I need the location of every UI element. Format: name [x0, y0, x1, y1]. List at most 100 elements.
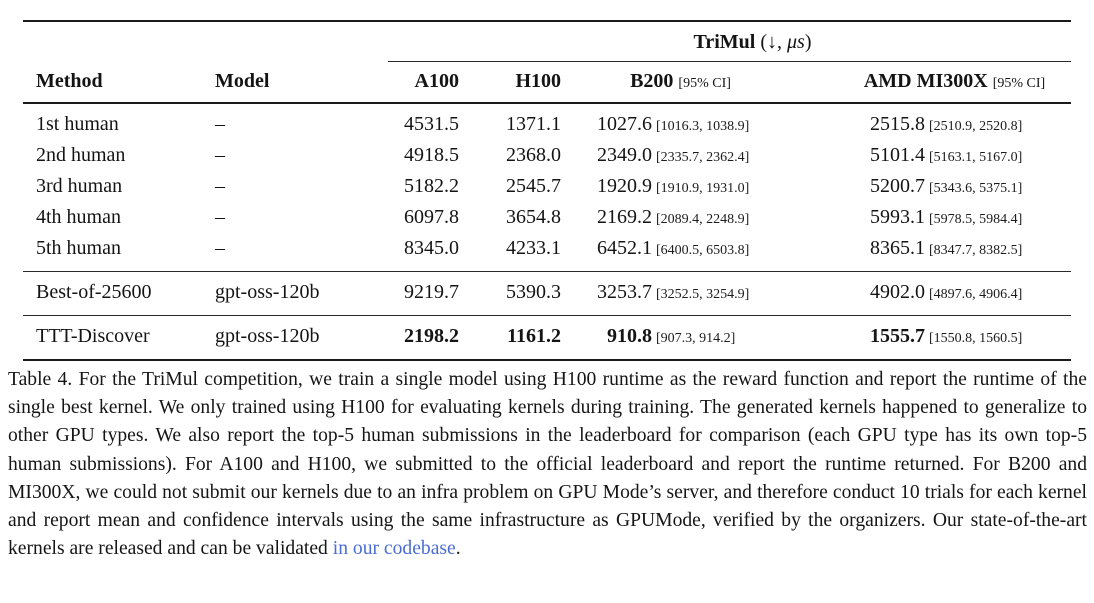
b200-cell: 2169.2 [2089.4, 2248.9]: [585, 203, 838, 234]
a100-value: 9219.7: [365, 271, 485, 316]
mi300x-ci: [5163.1, 5167.0]: [929, 150, 1023, 165]
h100-value: 1371.1: [506, 113, 561, 135]
b200-ci: [1910.9, 1931.0]: [656, 181, 750, 196]
model-cell: –: [215, 237, 225, 259]
method-cell: 5th human: [36, 237, 121, 259]
h100-value: 2545.7: [506, 175, 561, 197]
col-header-b200: B200 [95% CI]: [585, 62, 838, 104]
mi300x-ci: [1550.8, 1560.5]: [929, 331, 1023, 346]
b200-ci: [6400.5, 6503.8]: [656, 243, 750, 258]
model-cell: gpt-oss-120b: [215, 271, 365, 316]
b200-value: 2169.2: [597, 206, 652, 228]
mi300x-cell: 8365.1 [8347.7, 8382.5]: [838, 234, 1071, 272]
mi300x-cell: 5993.1 [5978.5, 5984.4]: [838, 203, 1071, 234]
model-cell: –: [215, 175, 225, 197]
method-cell: 2nd human: [36, 144, 126, 166]
b200-cell: 6452.1 [6400.5, 6503.8]: [585, 234, 838, 272]
mi300x-value: 4902.0: [870, 281, 925, 303]
h100-value: 3654.8: [506, 206, 561, 228]
b200-cell: 910.8 [907.3, 914.2]: [585, 315, 838, 360]
table-row: TTT-Discover gpt-oss-120b 2198.2 1161.2 …: [23, 315, 1071, 360]
model-cell: –: [215, 113, 225, 135]
col-header-method: Method: [23, 62, 215, 104]
mi300x-ci: [2510.9, 2520.8]: [929, 119, 1023, 134]
group-header-cell: TriMul (↓, μs): [365, 21, 1071, 62]
group-title: TriMul (↓, μs): [647, 31, 811, 53]
mi300x-value: 1555.7: [870, 325, 925, 347]
method-cell: 1st human: [36, 113, 119, 135]
a100-value: 4531.5: [404, 113, 459, 135]
a100-value: 4918.5: [404, 144, 459, 166]
mi300x-value: 5101.4: [870, 144, 925, 166]
table-caption: Table 4. For the TriMul competition, we …: [8, 366, 1087, 563]
a100-value: 8345.0: [404, 237, 459, 259]
b200-cell: 1920.9 [1910.9, 1931.0]: [585, 172, 838, 203]
col-header-mi300x: AMD MI300X [95% CI]: [838, 62, 1071, 104]
group-close: ): [804, 31, 812, 53]
caption-text-before: Table 4. For the TriMul competition, we …: [8, 369, 1087, 560]
mi300x-ci: [5343.6, 5375.1]: [929, 181, 1023, 196]
col-header-b200-ci-label: [95% CI]: [678, 76, 731, 91]
a100-value: 6097.8: [404, 206, 459, 228]
mi300x-cell: 1555.7 [1550.8, 1560.5]: [838, 315, 1071, 360]
b200-ci: [907.3, 914.2]: [656, 331, 736, 346]
mi300x-value: 2515.8: [870, 113, 925, 135]
b200-ci: [1016.3, 1038.9]: [656, 119, 750, 134]
h100-value: 5390.3: [485, 271, 585, 316]
table-row: 1st human – 4531.5 1371.1 1027.6 [1016.3,…: [23, 103, 1071, 141]
mi300x-cell: 5101.4 [5163.1, 5167.0]: [838, 141, 1071, 172]
mi300x-cell: 2515.8 [2510.9, 2520.8]: [838, 103, 1071, 141]
model-cell: gpt-oss-120b: [215, 315, 365, 360]
codebase-link[interactable]: in our codebase: [332, 538, 456, 560]
column-header-row: Method Model A100 H100 B200 [95% CI] AMD…: [23, 62, 1071, 104]
b200-value: 6452.1: [597, 237, 652, 259]
group-open: (↓,: [760, 31, 788, 53]
results-table: TriMul (↓, μs) Method Model A100 H100 B2…: [23, 20, 1071, 361]
method-cell: 3rd human: [36, 175, 123, 197]
group-header-spacer: [23, 21, 365, 62]
mi300x-ci: [5978.5, 5984.4]: [929, 212, 1023, 227]
a100-value: 5182.2: [404, 175, 459, 197]
b200-cell: 1027.6 [1016.3, 1038.9]: [585, 103, 838, 141]
col-header-mi300x-ci-label: [95% CI]: [992, 76, 1046, 91]
col-header-model: Model: [215, 62, 365, 104]
col-header-a100: A100: [365, 62, 485, 104]
b200-cell: 2349.0 [2335.7, 2362.4]: [585, 141, 838, 172]
model-cell: –: [215, 144, 225, 166]
table-row: 4th human – 6097.8 3654.8 2169.2 [2089.4,…: [23, 203, 1071, 234]
h100-value: 1161.2: [485, 315, 585, 360]
group-header-row: TriMul (↓, μs): [23, 21, 1071, 62]
mi300x-value: 5993.1: [870, 206, 925, 228]
mi300x-cell: 4902.0 [4897.6, 4906.4]: [838, 271, 1071, 316]
b200-value: 1920.9: [597, 175, 652, 197]
b200-ci: [2335.7, 2362.4]: [656, 150, 750, 165]
method-cell: Best-of-25600: [23, 271, 215, 316]
col-header-h100: H100: [485, 62, 585, 104]
b200-ci: [3252.5, 3254.9]: [656, 287, 750, 302]
b200-ci: [2089.4, 2248.9]: [656, 212, 750, 227]
b200-value: 2349.0: [597, 144, 652, 166]
method-cell: TTT-Discover: [23, 315, 215, 360]
mi300x-cell: 5200.7 [5343.6, 5375.1]: [838, 172, 1071, 203]
model-cell: –: [215, 206, 225, 228]
h100-value: 2368.0: [506, 144, 561, 166]
b200-value: 910.8: [607, 325, 652, 347]
mi300x-ci: [8347.7, 8382.5]: [929, 243, 1023, 258]
table-row: 2nd human – 4918.5 2368.0 2349.0 [2335.7,…: [23, 141, 1071, 172]
caption-text-after: .: [455, 538, 461, 560]
mi300x-value: 5200.7: [870, 175, 925, 197]
col-header-b200-name: B200: [630, 70, 674, 92]
a100-value: 2198.2: [365, 315, 485, 360]
group-unit: μs: [787, 31, 805, 53]
group-name: TriMul: [693, 31, 756, 53]
mi300x-value: 8365.1: [870, 237, 925, 259]
b200-value: 1027.6: [597, 113, 652, 135]
col-header-mi300x-name: AMD MI300X: [863, 70, 988, 92]
table-row: 3rd human – 5182.2 2545.7 1920.9 [1910.9,…: [23, 172, 1071, 203]
b200-cell: 3253.7 [3252.5, 3254.9]: [585, 271, 838, 316]
h100-value: 4233.1: [506, 237, 561, 259]
table-row: Best-of-25600 gpt-oss-120b 9219.7 5390.3…: [23, 271, 1071, 316]
b200-value: 3253.7: [597, 281, 652, 303]
mi300x-ci: [4897.6, 4906.4]: [929, 287, 1023, 302]
